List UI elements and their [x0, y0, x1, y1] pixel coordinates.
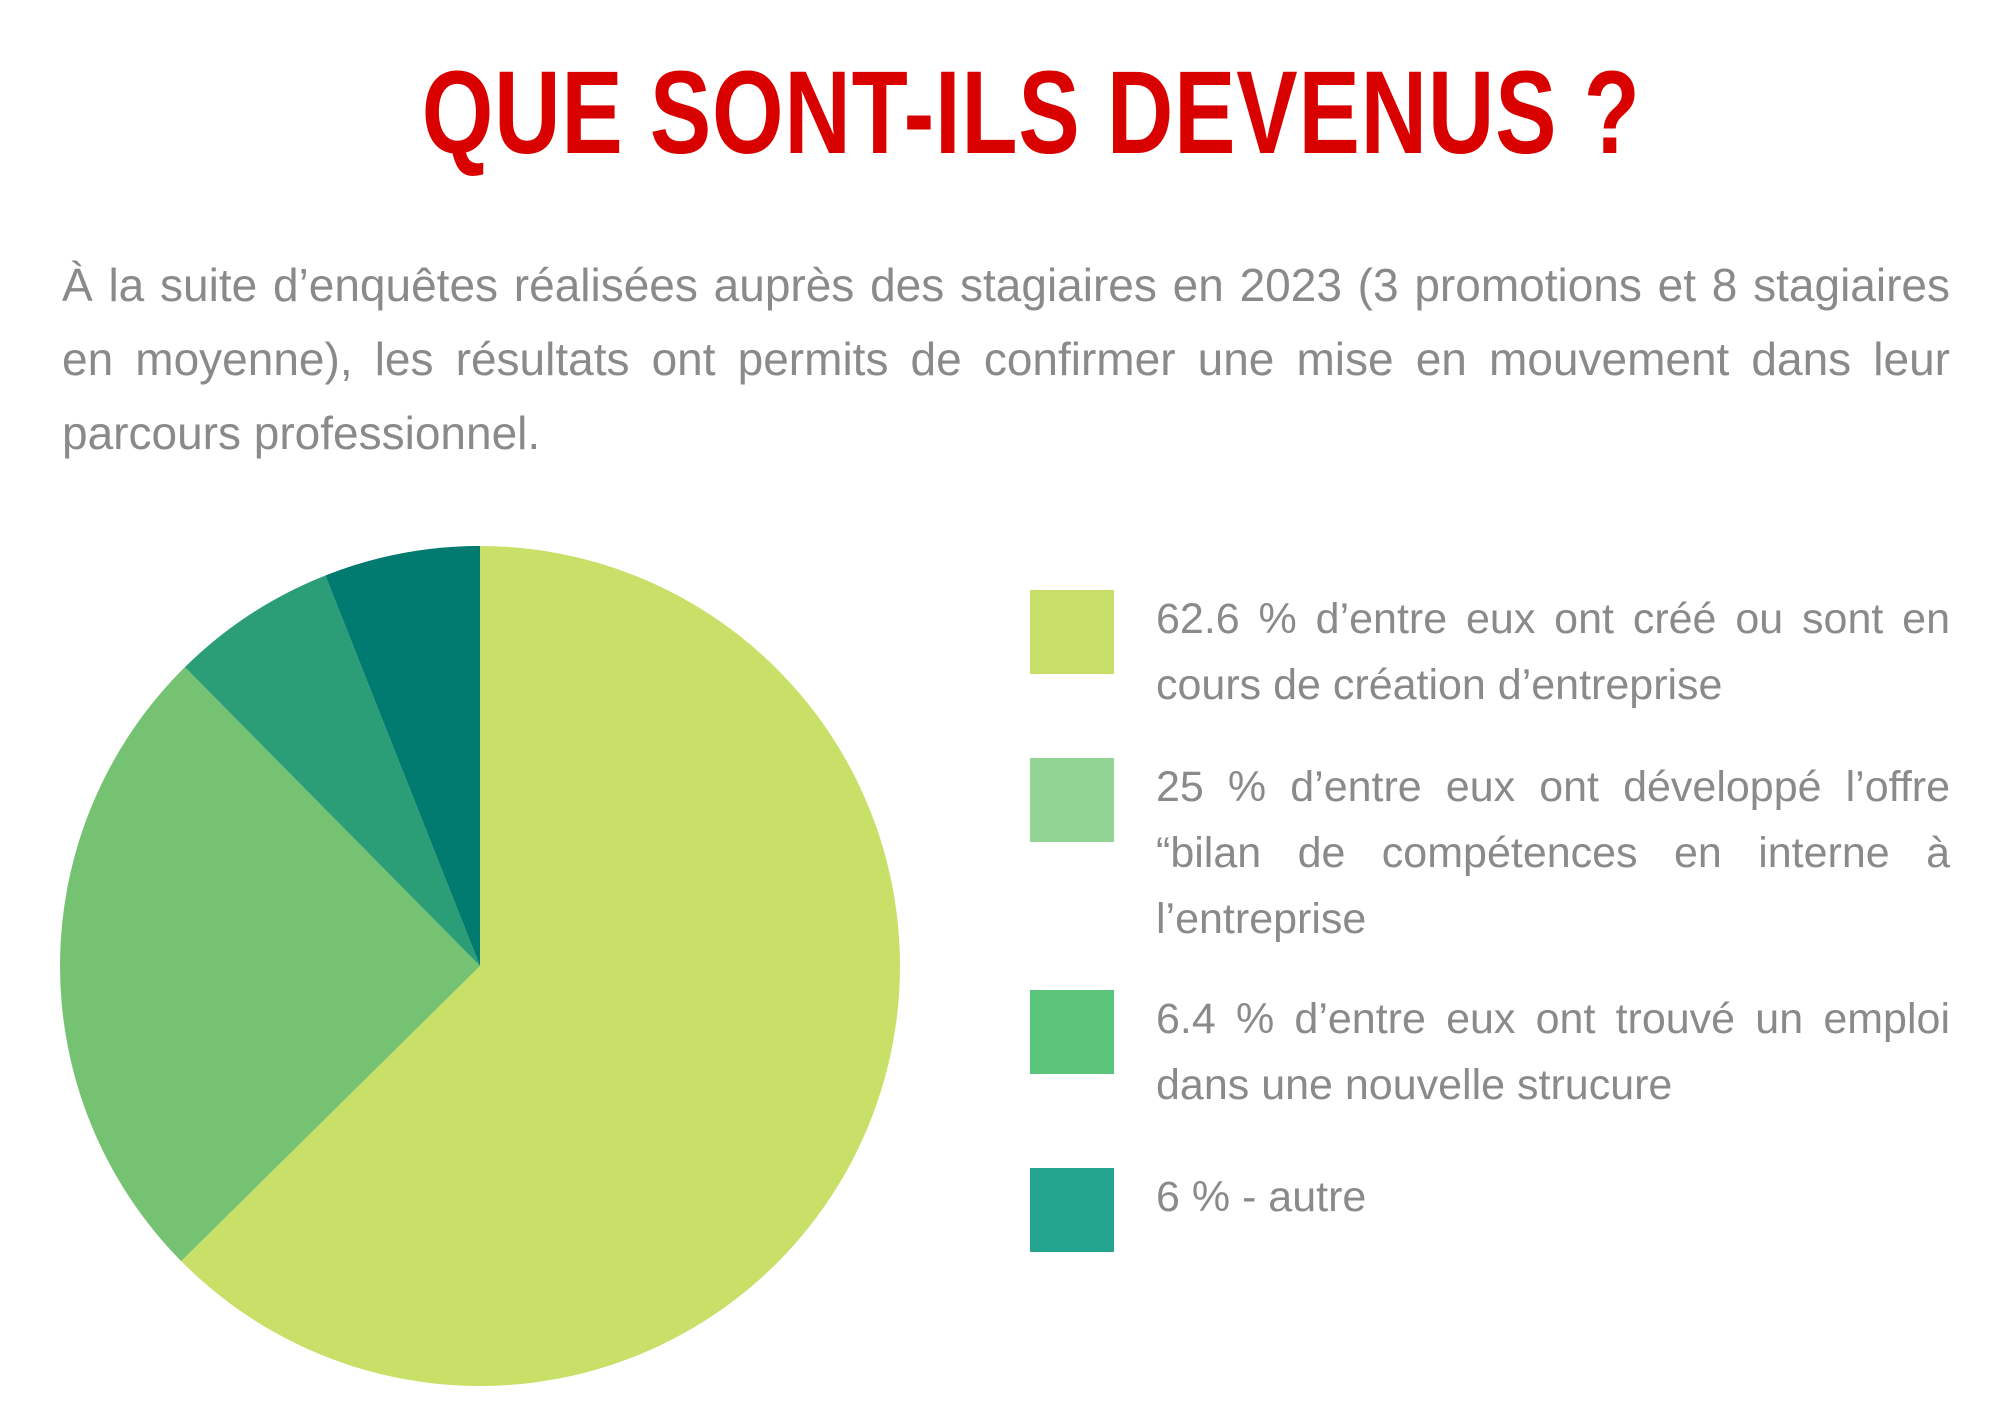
legend-text-autre: 6 % - autre	[1156, 1173, 1367, 1221]
legend-swatch-creation	[1030, 590, 1114, 674]
legend-swatch-emploi	[1030, 990, 1114, 1074]
pie-slice-bilan	[60, 667, 481, 1262]
legend-swatch-bilan	[1030, 758, 1114, 842]
legend-swatch-autre	[1030, 1168, 1114, 1252]
pie-slices	[60, 546, 900, 1386]
pie-slice-autre	[325, 546, 480, 966]
pie-slice-creation	[181, 546, 900, 1386]
pie-slice-emploi	[184, 575, 480, 966]
legend-text-bilan: 25 % d’entre eux ont développé l’offre “…	[1156, 763, 1950, 943]
legend-text-emploi: 6.4 % d’entre eux ont trouvé un emploi d…	[1156, 995, 1950, 1109]
pie-chart	[60, 546, 900, 1386]
legend-text-creation: 62.6 % d’entre eux ont créé ou sont en c…	[1156, 595, 1950, 709]
intro-paragraph: À la suite d’enquêtes réalisées auprès d…	[62, 259, 1950, 459]
page-title: QUE SONT-ILS DEVENUS ?	[421, 47, 1641, 179]
